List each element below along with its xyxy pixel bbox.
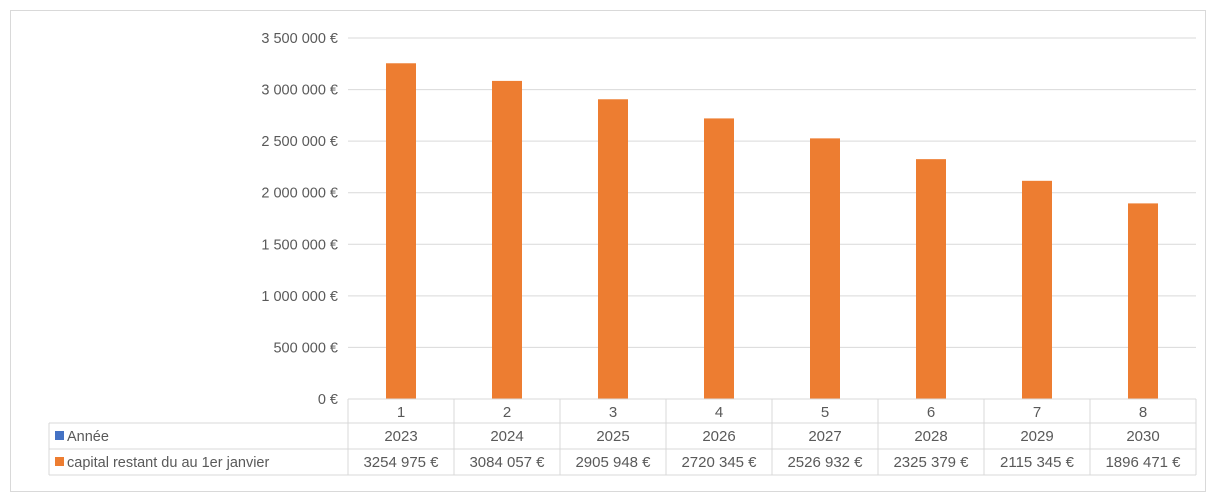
legend-label: capital restant du au 1er janvier (67, 455, 269, 471)
y-tick-label: 2 500 000 € (261, 134, 338, 150)
bar (704, 118, 734, 400)
table-cell: 2115 345 € (1000, 454, 1075, 471)
bar-chart: 0 € 500 000 € 1 000 000 € 1 500 000 € 2 000 … (48, 31, 1197, 476)
x-tick-label: 4 (715, 404, 723, 421)
x-tick-label: 7 (1033, 404, 1041, 421)
table-cell: 2024 (490, 428, 523, 445)
bar (916, 159, 946, 399)
data-table: Année 2023 2024 2025 2026 2027 2028 2029 2030 cap… (48, 398, 1197, 476)
x-tick-label: 5 (821, 404, 829, 421)
table-cell: 2026 (702, 428, 735, 445)
legend-swatch (55, 457, 64, 466)
table-cell: 2029 (1020, 428, 1053, 445)
table-cell: 2325 379 € (893, 454, 969, 471)
table-cell: 1896 471 € (1105, 454, 1181, 471)
bar (492, 80, 522, 399)
legend-label: Année (67, 429, 109, 445)
table-cell: 2526 932 € (787, 454, 863, 471)
table-cell: 2027 (808, 428, 841, 445)
bar (1128, 203, 1158, 399)
x-tick-label: 2 (503, 404, 511, 421)
bar-series (386, 63, 1158, 400)
table-cell: 2030 (1126, 428, 1159, 445)
table-cell: 3084 057 € (469, 454, 545, 471)
bar (1022, 180, 1052, 399)
bar (598, 99, 628, 399)
y-tick-label: 1 000 000 € (261, 289, 338, 305)
x-axis: 1 2 3 4 5 6 7 8 (397, 404, 1147, 421)
x-tick-label: 8 (1139, 404, 1147, 421)
table-cell: 2023 (384, 428, 417, 445)
table-cell: 3254 975 € (363, 454, 439, 471)
chart-frame: 0 € 500 000 € 1 000 000 € 1 500 000 € 2 000 … (10, 10, 1206, 492)
y-tick-label: 3 000 000 € (261, 83, 338, 99)
table-cell: 2028 (914, 428, 947, 445)
y-tick-label: 500 000 € (273, 340, 338, 356)
x-tick-label: 1 (397, 404, 405, 421)
bar (810, 138, 840, 399)
y-axis: 0 € 500 000 € 1 000 000 € 1 500 000 € 2 000 … (261, 31, 338, 408)
y-tick-label: 3 500 000 € (261, 31, 338, 47)
y-tick-label: 2 000 000 € (261, 186, 338, 202)
table-cell: 2025 (596, 428, 629, 445)
table-cell: 2905 948 € (575, 454, 651, 471)
legend-swatch (55, 431, 64, 440)
y-tick-label: 0 € (318, 392, 338, 408)
gridlines (348, 37, 1196, 348)
x-tick-label: 3 (609, 404, 617, 421)
y-tick-label: 1 500 000 € (261, 237, 338, 253)
table-cell: 2720 345 € (681, 454, 757, 471)
bar (386, 63, 416, 399)
x-tick-label: 6 (927, 404, 935, 421)
